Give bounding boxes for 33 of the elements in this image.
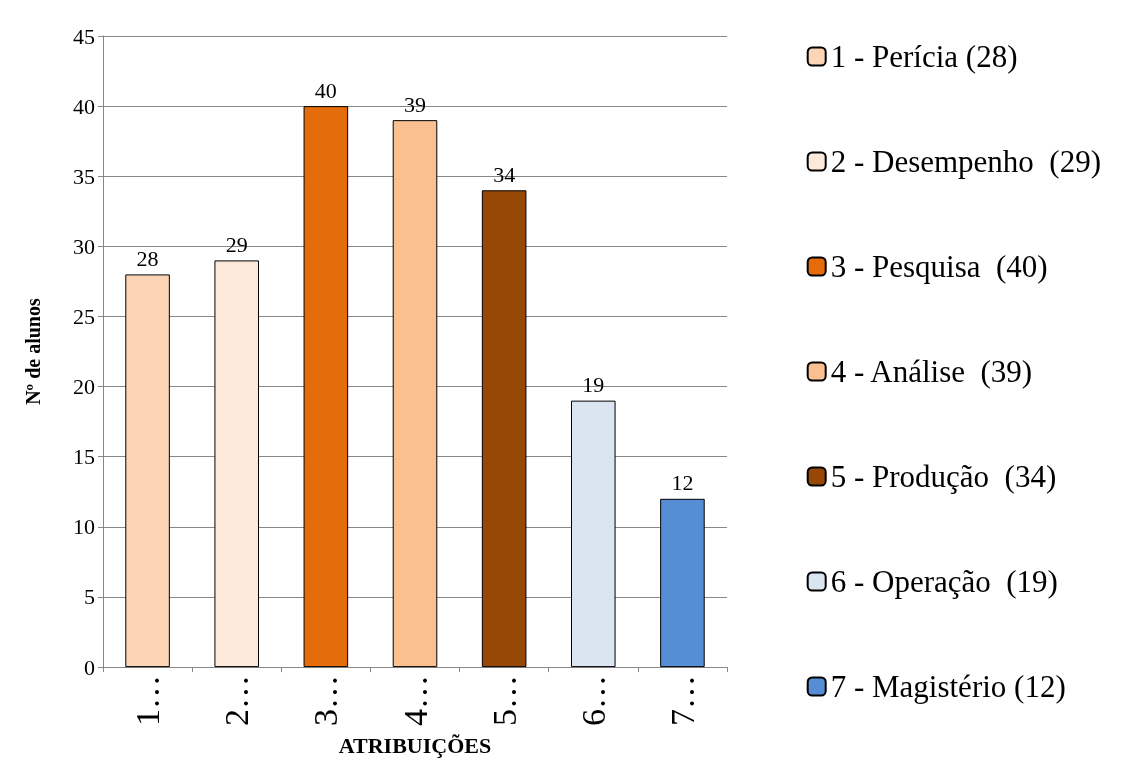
x-tick-label: 7… (663, 675, 701, 727)
y-tick-label: 20 (73, 374, 95, 400)
x-tick-label: 5… (485, 675, 523, 727)
y-axis-title: Nº de alunos (22, 298, 44, 405)
legend-label: 6 - Operação (19) (830, 564, 1058, 599)
legend-label: 3 - Pesquisa (40) (830, 249, 1048, 284)
legend-label: 5 - Produção (34) (830, 459, 1057, 494)
y-tick-label: 10 (73, 514, 95, 540)
data-label: 29 (225, 231, 248, 257)
legend-label: 7 - Magistério (12) (830, 669, 1066, 704)
x-tick-label: 1… (129, 675, 167, 727)
x-tick-label: 3… (307, 675, 345, 727)
legend-label: 4 - Análise (39) (830, 354, 1033, 389)
legend-label: 2 - Desempenho (29) (830, 144, 1101, 179)
y-tick-label: 35 (73, 163, 95, 189)
y-tick-label: 0 (84, 654, 95, 680)
data-label: 39 (404, 91, 426, 117)
data-label: 19 (582, 372, 605, 398)
data-label: 28 (136, 245, 159, 271)
y-tick-label: 25 (73, 303, 95, 329)
legend-label: 1 - Perícia (28) (830, 39, 1018, 74)
data-label: 40 (314, 77, 337, 103)
x-tick-label: 2… (218, 675, 256, 727)
y-tick-label: 5 (84, 584, 95, 610)
y-tick-label: 40 (73, 93, 95, 119)
data-label: 12 (671, 470, 694, 496)
x-tick-label: 4… (396, 675, 434, 727)
y-tick-label: 30 (73, 233, 95, 259)
y-tick-label: 45 (73, 23, 95, 49)
x-tick-label: 6… (574, 675, 612, 727)
x-axis-title: ATRIBUIÇÕES (338, 732, 492, 758)
data-label: 34 (493, 161, 516, 187)
y-tick-label: 15 (73, 444, 95, 470)
